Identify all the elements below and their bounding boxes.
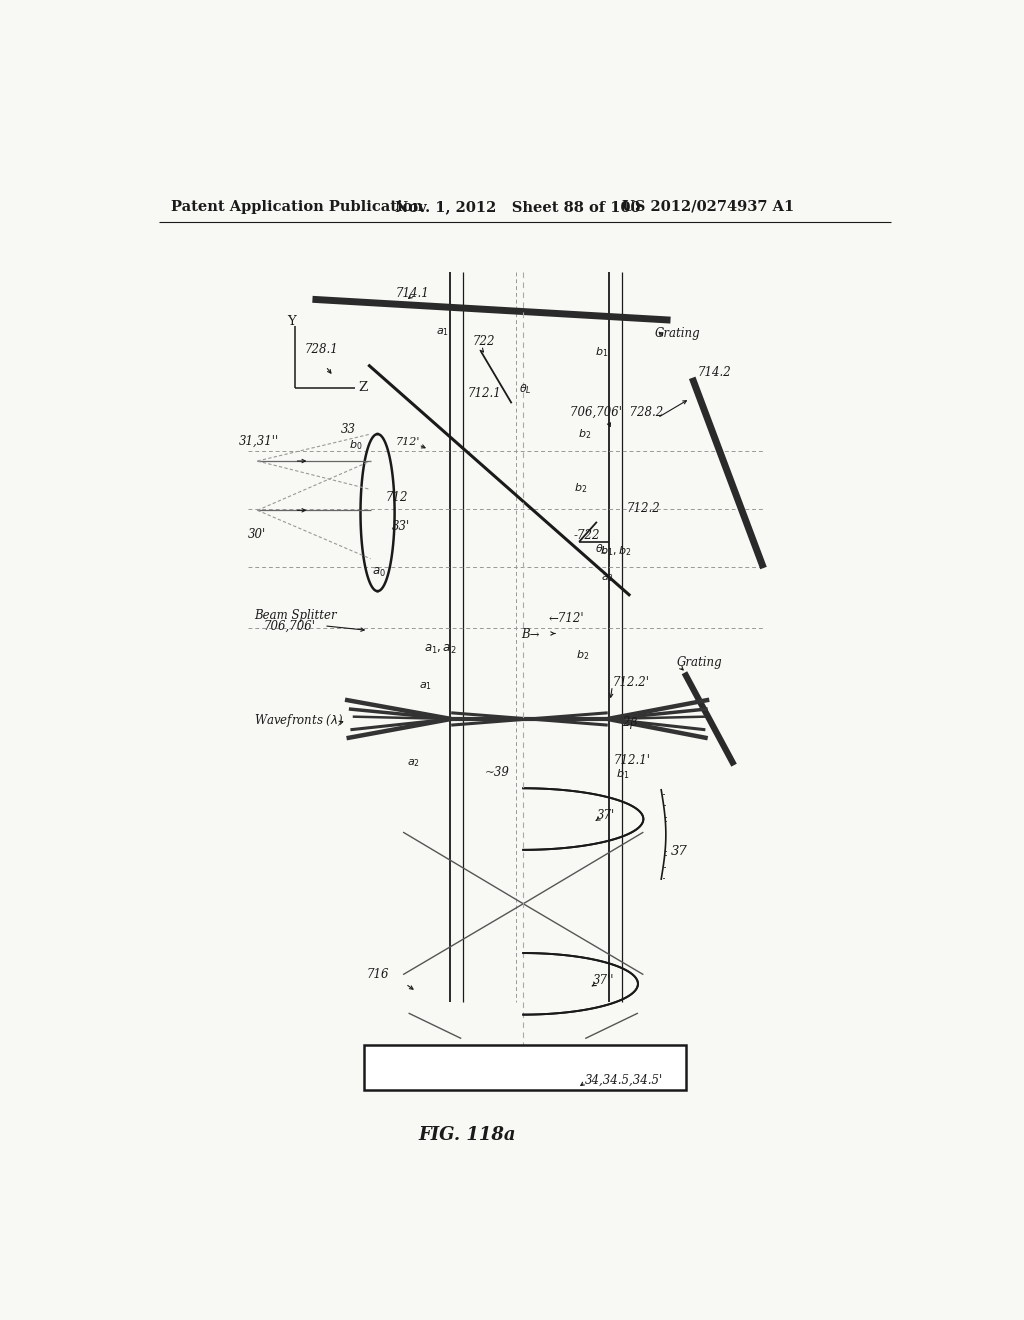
Text: FIG. 118a: FIG. 118a — [419, 1126, 516, 1143]
Text: $a_0$: $a_0$ — [372, 566, 386, 579]
Text: $a_1$: $a_1$ — [419, 680, 432, 692]
Text: 31,31'': 31,31'' — [239, 436, 280, 449]
Text: 712.1: 712.1 — [467, 387, 501, 400]
Text: $b_1,b_2$: $b_1,b_2$ — [600, 544, 631, 558]
Text: $a_2$: $a_2$ — [601, 572, 613, 583]
Text: $a_1,a_2$: $a_1,a_2$ — [424, 643, 457, 656]
Text: 722: 722 — [473, 335, 496, 348]
Text: Beam Splitter: Beam Splitter — [254, 609, 337, 622]
Text: $b_2$: $b_2$ — [575, 648, 589, 661]
Text: 712': 712' — [395, 437, 420, 446]
Text: 712: 712 — [385, 491, 408, 504]
Text: 714.2: 714.2 — [697, 366, 731, 379]
Text: $b_2$: $b_2$ — [578, 428, 591, 441]
Text: -722: -722 — [573, 529, 600, 543]
Bar — [365, 1045, 686, 1090]
Text: 30': 30' — [248, 528, 266, 541]
Text: Wavefronts ($\lambda$): Wavefronts ($\lambda$) — [254, 711, 343, 729]
Text: 34,34.5,34.5': 34,34.5,34.5' — [586, 1073, 664, 1086]
Text: Grating: Grating — [655, 327, 700, 341]
Text: $b_1$: $b_1$ — [595, 346, 608, 359]
Text: Patent Application Publication: Patent Application Publication — [171, 199, 423, 214]
Text: 712.2: 712.2 — [627, 502, 660, 515]
Text: Grating: Grating — [677, 656, 722, 669]
Text: 37: 37 — [671, 845, 687, 858]
Text: 706,706': 706,706' — [263, 619, 315, 632]
Text: Z: Z — [358, 381, 368, 395]
Text: 714.1: 714.1 — [395, 286, 429, 300]
Text: 712.1': 712.1' — [614, 754, 651, 767]
Text: B→: B→ — [521, 628, 540, 640]
Text: ~39: ~39 — [484, 767, 509, 779]
Text: $a_1$: $a_1$ — [436, 326, 450, 338]
Text: 37'': 37'' — [593, 974, 614, 987]
Text: ←712': ←712' — [549, 612, 585, 626]
Text: $b_1$: $b_1$ — [616, 767, 630, 781]
Text: $\theta_L$: $\theta_L$ — [595, 543, 608, 557]
Text: Y: Y — [287, 315, 296, 329]
Text: $b_0$: $b_0$ — [349, 438, 362, 451]
Text: 716: 716 — [367, 968, 389, 981]
Text: Nov. 1, 2012   Sheet 88 of 100: Nov. 1, 2012 Sheet 88 of 100 — [395, 199, 641, 214]
Text: 712.2': 712.2' — [612, 676, 649, 689]
Text: $b_2$: $b_2$ — [574, 480, 588, 495]
Text: 33: 33 — [341, 422, 356, 436]
Text: US 2012/0274937 A1: US 2012/0274937 A1 — [623, 199, 795, 214]
Text: 728.1: 728.1 — [305, 343, 339, 356]
Text: 37': 37' — [597, 809, 615, 822]
Text: 2$\beta$: 2$\beta$ — [622, 714, 638, 730]
Text: $a_2$: $a_2$ — [407, 756, 420, 768]
Text: 33': 33' — [391, 520, 410, 533]
Text: 706,706'  728.2: 706,706' 728.2 — [569, 407, 663, 418]
Text: $\theta_L$: $\theta_L$ — [519, 383, 532, 396]
